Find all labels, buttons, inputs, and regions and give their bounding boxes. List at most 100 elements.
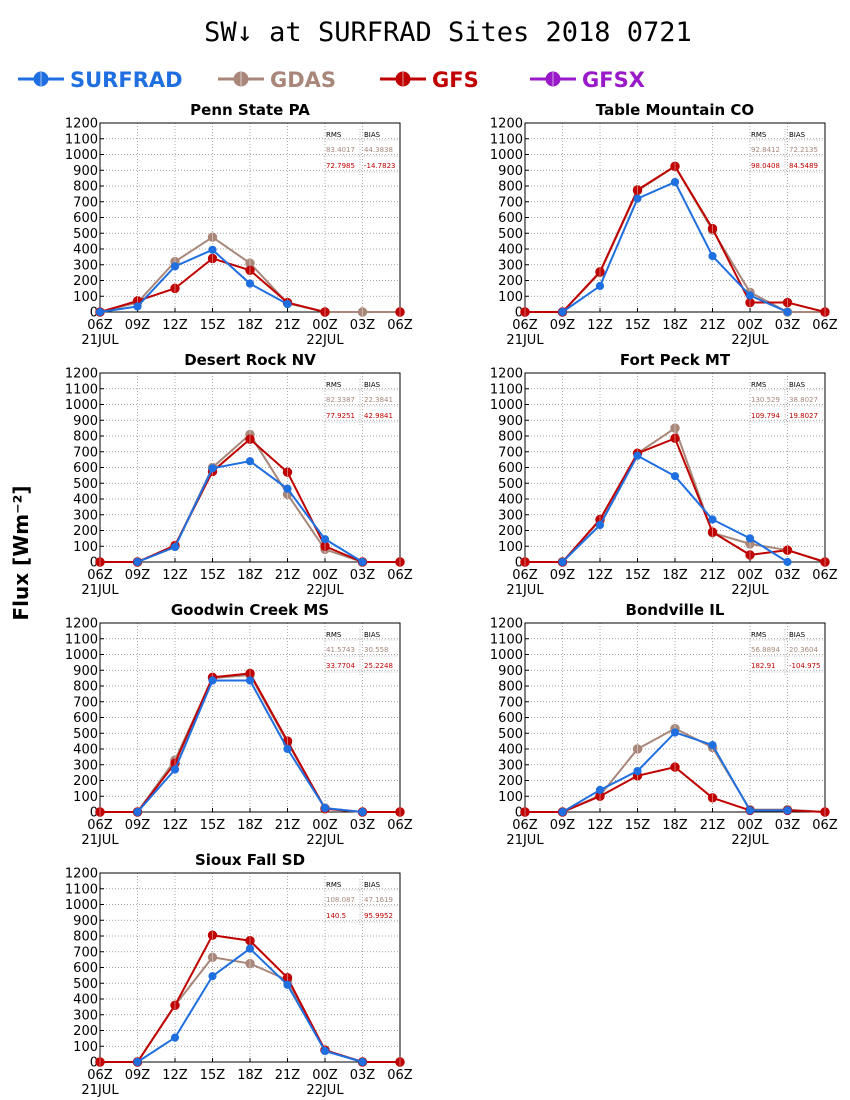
y-tick-label: 1000 [490,648,523,663]
series-surfrad [558,177,792,317]
x-tick-label: 00Z [312,1068,338,1083]
x-tick-label: 00Z [737,568,763,583]
data-point [708,515,717,524]
y-tick-label: 0 [90,806,98,821]
x-tick-label: 06Z [87,568,113,583]
x-tick-label: 06Z [387,568,413,583]
stats-rms-gfs: 33.7704 [326,662,355,670]
data-point [358,807,367,817]
y-tick-label: 200 [73,1024,98,1039]
stats-bias-gfs: -14.7823 [364,162,395,170]
y-tick-label: 800 [498,680,523,695]
data-point [133,807,142,817]
panel-title: Bondville IL [626,601,725,619]
data-point [783,557,792,567]
y-tick-label: 200 [73,274,98,289]
y-tick-label: 1200 [490,617,523,632]
y-tick-label: 400 [73,493,98,508]
stats-rms-gfs: 109.794 [751,412,780,420]
stats-bias-gdas: 38.8027 [789,396,818,404]
x-tick-label: 06Z [512,818,538,833]
x-tick-label: 12Z [162,568,188,583]
x-tick-label: 00Z [312,818,338,833]
data-point [558,557,567,567]
stats-bias-gdas: 22.3841 [364,396,393,404]
y-tick-label: 0 [515,306,523,321]
panel-title: Desert Rock NV [184,351,316,369]
y-tick-label: 1200 [490,367,523,382]
data-point [245,279,255,288]
y-tick-label: 400 [73,743,98,758]
legend-item-gfs: GFS [380,68,479,92]
y-tick-label: 400 [498,243,523,258]
y-tick-label: 300 [73,508,98,523]
x-tick-label: 09Z [125,568,151,583]
y-tick-label: 1000 [65,148,98,163]
y-tick-label: 1000 [490,398,523,413]
data-point [208,972,217,981]
date-label: 22JUL [306,1083,344,1098]
date-label: 22JUL [306,333,344,348]
x-tick-label: 12Z [587,318,613,333]
stats-header-bias: BIAS [789,381,806,389]
x-tick-label: 06Z [387,1068,413,1083]
stats-header-rms: RMS [751,631,767,639]
y-tick-label: 800 [73,180,98,195]
x-tick-label: 06Z [812,568,838,583]
x-tick-label: 03Z [775,568,801,583]
y-tick-label: 1000 [490,148,523,163]
y-tick-label: 300 [498,758,523,773]
date-label: 21JUL [81,1083,119,1098]
x-tick-label: 18Z [662,818,688,833]
y-tick-label: 700 [498,445,523,460]
y-tick-label: 700 [73,195,98,210]
data-point [670,177,680,187]
x-tick-label: 09Z [125,818,151,833]
x-tick-label: 03Z [350,818,376,833]
stats-header-rms: RMS [751,131,767,139]
stats-header-bias: BIAS [364,881,381,889]
y-tick-label: 0 [90,556,98,571]
x-tick-label: 18Z [662,318,688,333]
x-tick-label: 12Z [162,318,188,333]
y-tick-label: 100 [73,540,98,555]
data-point [320,803,330,813]
stats-rms-gfs: 140.5 [326,912,346,920]
panel-title: Sioux Fall SD [195,851,305,869]
y-tick-label: 1200 [65,117,98,132]
data-point [133,302,142,311]
data-point [170,1033,180,1042]
y-tick-label: 400 [498,493,523,508]
y-tick-label: 700 [73,445,98,460]
figure-title: SW↓ at SURFRAD Sites 2018 0721 [204,17,692,48]
y-tick-label: 1100 [65,132,98,147]
x-tick-label: 15Z [200,568,226,583]
panel-table-mountain-co: Table Mountain CO01002003004005006007008… [490,101,838,348]
data-point [670,728,680,737]
series-surfrad [133,944,367,1067]
data-point [633,766,642,776]
data-point [745,806,755,815]
x-tick-label: 03Z [775,318,801,333]
x-tick-label: 21Z [275,568,301,583]
x-tick-label: 06Z [812,818,838,833]
y-axis-label: Flux [Wm⁻²] [9,485,33,620]
y-tick-label: 1000 [65,898,98,913]
data-point [633,451,642,460]
x-tick-label: 12Z [162,818,188,833]
data-point [170,262,180,271]
x-tick-label: 00Z [312,568,338,583]
stats-bias-gfs: -104.975 [789,662,820,670]
x-tick-label: 18Z [237,1068,263,1083]
stats-header-bias: BIAS [789,631,806,639]
y-tick-label: 0 [90,306,98,321]
stats-header-rms: RMS [326,131,342,139]
date-label: 21JUL [506,583,544,598]
stats-bias-gdas: 47.1619 [364,896,393,904]
date-label: 22JUL [306,583,344,598]
y-tick-label: 600 [73,711,98,726]
panels: Penn State PA010020030040050060070080090… [65,101,838,1098]
stats-rms-gfs: 72.7985 [326,162,355,170]
x-tick-label: 06Z [812,318,838,333]
